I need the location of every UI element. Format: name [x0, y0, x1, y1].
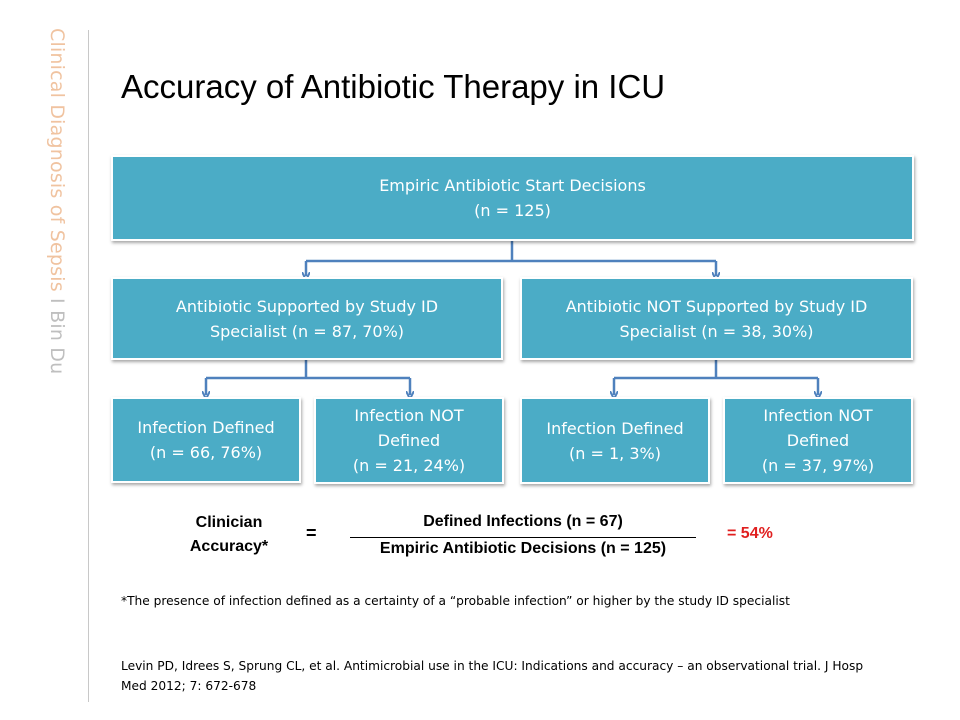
formula-denominator: Empiric Antibiotic Decisions (n = 125)	[379, 540, 667, 557]
root-line2: (n = 125)	[474, 201, 551, 220]
not-supported-line1: Antibiotic NOT Supported by Study ID	[565, 296, 868, 316]
not-supported-not-defined-line2: Defined	[786, 431, 850, 450]
sidebar-title: Clinical Diagnosis of Sepsis I Bin Du	[42, 28, 72, 408]
sidebar-separator: I	[46, 298, 68, 304]
formula-equals: =	[306, 523, 317, 543]
root-line1: Empiric Antibiotic Start Decisions	[379, 176, 646, 195]
not-supported-defined-box: Infection Defined (n = 1, 3%)	[520, 397, 710, 484]
not-supported-line2: Specialist (n = 38, 30%)	[619, 321, 814, 341]
supported-line2: Specialist (n = 87, 70%)	[209, 321, 405, 341]
supported-not-defined-line2: Defined	[377, 431, 441, 450]
supported-defined-line2: (n = 66, 76%)	[149, 443, 263, 462]
reference-citation: Levin PD, Idrees S, Sprung CL, et al. An…	[121, 659, 864, 693]
not-supported-box: Antibiotic NOT Supported by Study ID Spe…	[520, 277, 913, 360]
not-supported-not-defined-box: Infection NOT Defined (n = 37, 97%)	[723, 397, 913, 484]
root-box: Empiric Antibiotic Start Decisions (n = …	[111, 155, 914, 241]
slide-title: Accuracy of Antibiotic Therapy in ICU	[121, 68, 666, 105]
formula-numerator: Defined Infections (n = 67)	[423, 513, 623, 530]
sidebar-divider	[88, 30, 89, 702]
sidebar-topic: Clinical Diagnosis of Sepsis	[46, 28, 68, 292]
formula-label: Clinician Accuracy*	[168, 511, 290, 559]
not-supported-not-defined-line1: Infection NOT	[763, 406, 873, 425]
supported-defined-box: Infection Defined (n = 66, 76%)	[111, 397, 301, 483]
supported-box: Antibiotic Supported by Study ID Special…	[111, 277, 503, 360]
supported-not-defined-line3: (n = 21, 24%)	[352, 456, 466, 475]
supported-not-defined-line1: Infection NOT	[354, 406, 464, 425]
supported-defined-line1: Infection Defined	[137, 418, 275, 437]
sidebar-author: Bin Du	[46, 310, 68, 375]
not-supported-defined-line2: (n = 1, 3%)	[569, 443, 661, 463]
footnote: *The presence of infection defined as a …	[121, 594, 790, 608]
supported-not-defined-box: Infection NOT Defined (n = 21, 24%)	[314, 397, 504, 484]
supported-line1: Antibiotic Supported by Study ID	[175, 296, 439, 316]
formula-label-line1: Clinician	[195, 514, 263, 531]
not-supported-not-defined-line3: (n = 37, 97%)	[761, 456, 875, 475]
not-supported-defined-line1: Infection Defined	[546, 418, 684, 438]
formula-result: = 54%	[727, 525, 773, 542]
formula-label-line2: Accuracy*	[189, 538, 269, 555]
formula-fraction-bar	[350, 537, 696, 538]
